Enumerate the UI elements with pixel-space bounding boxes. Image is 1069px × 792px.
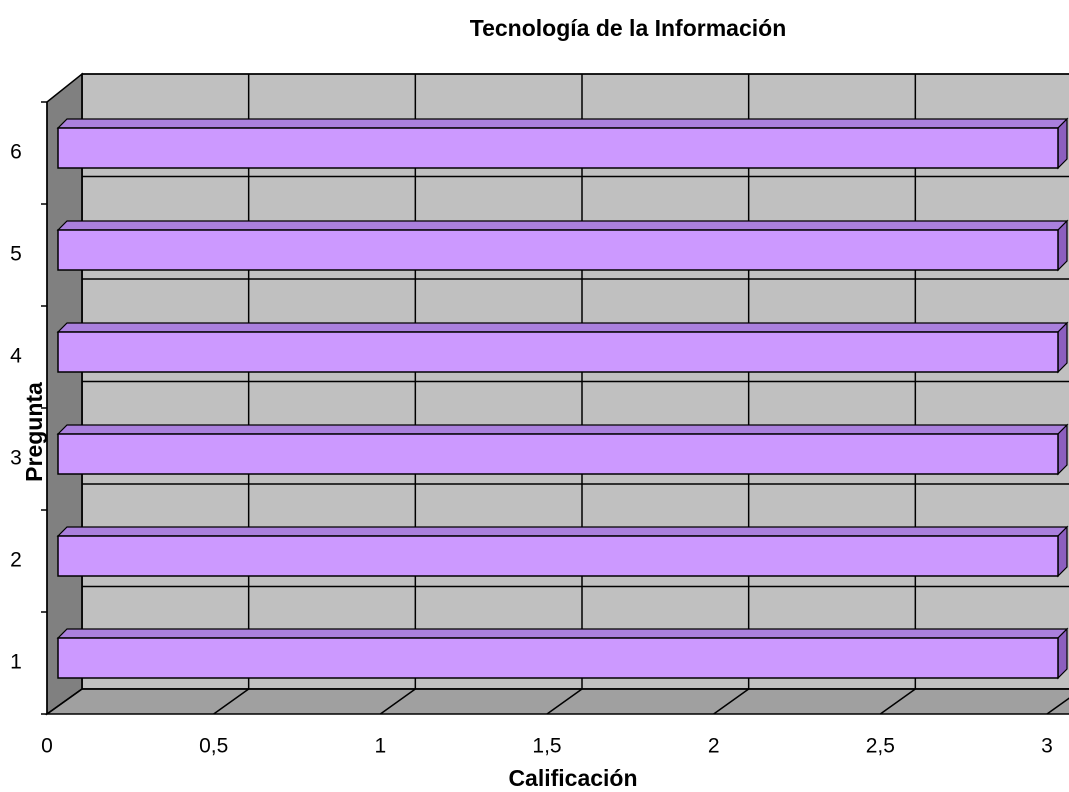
- bar-top: [56, 322, 1069, 333]
- x-tick-label: 2: [708, 735, 720, 758]
- floor-grid-line: [379, 688, 416, 715]
- bar-side: [1057, 525, 1068, 578]
- chart-title: Tecnología de la Información: [470, 15, 787, 41]
- bar-top: [56, 118, 1069, 129]
- x-tick-label: 0: [41, 735, 53, 758]
- bar-side: [1057, 627, 1068, 680]
- x-tick-label: 1,5: [532, 735, 561, 758]
- floor-grid-line: [1046, 697, 1069, 715]
- y-tick-label: 2: [10, 549, 22, 572]
- x-tick-label: 3: [1041, 735, 1053, 758]
- floor: [44, 688, 1069, 715]
- bar-side: [1057, 321, 1068, 374]
- bar: [57, 637, 1059, 679]
- bar-top: [56, 628, 1069, 639]
- bar: [57, 127, 1059, 169]
- y-tick-label: 3: [10, 447, 22, 470]
- y-tick-label: 4: [10, 345, 22, 368]
- bar-side: [1057, 219, 1068, 272]
- bar-side: [1057, 423, 1068, 476]
- bar-top: [56, 424, 1069, 435]
- bar-side: [1057, 117, 1068, 170]
- y-axis-label: Pregunta: [21, 382, 47, 482]
- x-axis-label: Calificación: [508, 765, 637, 791]
- x-tick-label: 1: [374, 735, 386, 758]
- bar: [57, 535, 1059, 577]
- y-tick-label: 6: [10, 141, 22, 164]
- y-tick-label: 1: [10, 651, 22, 674]
- side-wall: [46, 72, 83, 716]
- bar-top: [56, 220, 1069, 231]
- floor-grid-line: [546, 688, 583, 715]
- bar: [57, 229, 1059, 271]
- x-tick-label: 2,5: [866, 735, 895, 758]
- y-tick-label: 5: [10, 243, 22, 266]
- plot-area: [44, 72, 1069, 716]
- floor-grid-line: [46, 688, 83, 715]
- floor-grid-line: [713, 688, 750, 715]
- bar-top: [56, 526, 1069, 537]
- floor-grid-line: [879, 688, 916, 715]
- bar: [57, 433, 1059, 475]
- bar: [57, 331, 1059, 373]
- floor-grid-line: [213, 688, 250, 715]
- x-tick-label: 0,5: [199, 735, 228, 758]
